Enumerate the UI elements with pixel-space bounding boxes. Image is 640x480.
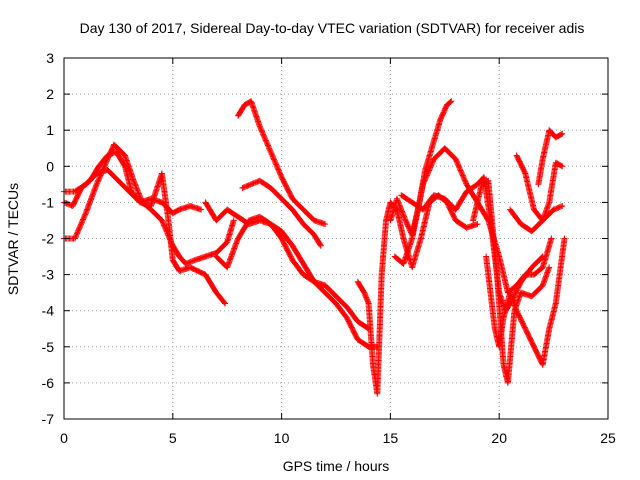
point-markers	[239, 177, 324, 249]
y-tick-label: -5	[42, 339, 55, 355]
x-axis-label: GPS time / hours	[283, 458, 390, 474]
point-markers	[513, 152, 566, 224]
series-sat-o	[535, 127, 566, 188]
y-tick-label: -2	[42, 231, 55, 247]
series-sat-e	[213, 213, 372, 332]
y-axis-ticks: 3 2 1 0 -1 -2 -3 -4 -5 -6 -7	[42, 50, 608, 427]
series-sat-g	[239, 177, 324, 249]
x-tick-label: 15	[383, 430, 399, 446]
point-markers	[213, 213, 372, 332]
data-points	[61, 98, 568, 397]
y-tick-label: -6	[42, 375, 55, 391]
series-sat-n	[513, 152, 566, 224]
x-tick-label: 25	[600, 430, 616, 446]
y-tick-label: 3	[46, 50, 54, 66]
y-tick-label: -4	[42, 303, 55, 319]
series-sat-p	[507, 203, 566, 235]
x-tick-label: 10	[274, 430, 290, 446]
y-tick-label: -3	[42, 267, 55, 283]
point-markers	[470, 177, 553, 386]
series-sat-f	[235, 98, 329, 228]
y-tick-label: 0	[46, 158, 54, 174]
point-markers	[235, 98, 329, 228]
series-sat-m	[470, 177, 553, 386]
y-tick-label: 1	[46, 122, 54, 138]
y-tick-label: -7	[42, 411, 55, 427]
x-tick-label: 20	[491, 430, 507, 446]
y-tick-label: -1	[42, 194, 55, 210]
point-markers	[507, 203, 566, 235]
y-tick-label: 2	[46, 86, 54, 102]
x-tick-label: 5	[169, 430, 177, 446]
x-axis-ticks: 0 5 10 15 20 25	[60, 58, 616, 446]
chart-title: Day 130 of 2017, Sidereal Day-to-day VTE…	[80, 20, 585, 36]
point-markers	[535, 127, 566, 188]
y-axis-label: SDTVAR / TECUs	[5, 183, 21, 295]
x-tick-label: 0	[60, 430, 68, 446]
